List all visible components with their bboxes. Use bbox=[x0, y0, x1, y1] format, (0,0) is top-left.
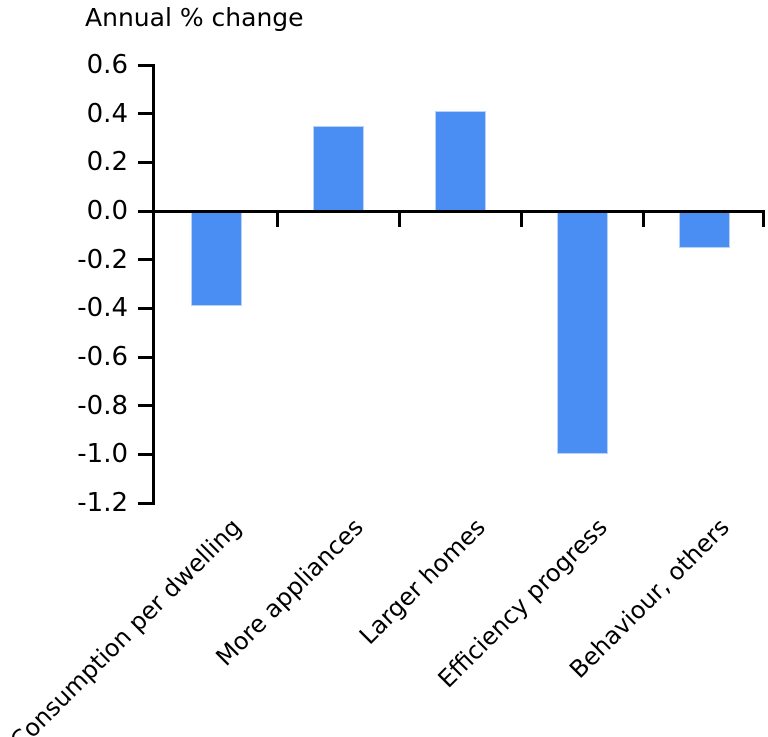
y-tick-mark bbox=[138, 112, 154, 116]
y-tick-mark bbox=[138, 501, 154, 505]
y-axis-line bbox=[152, 63, 155, 505]
bar-larger-homes bbox=[434, 111, 486, 211]
bar-consumption-per-dwelling bbox=[190, 211, 242, 306]
y-tick-label: 0.6 bbox=[86, 50, 128, 80]
y-tick-mark bbox=[138, 209, 154, 213]
y-tick-mark bbox=[138, 258, 154, 262]
y-tick-label: -0.4 bbox=[77, 293, 128, 324]
y-tick-mark bbox=[138, 404, 154, 408]
bar-more-appliances bbox=[312, 125, 364, 211]
chart-title: Annual % change bbox=[85, 3, 304, 32]
bar-efficiency-progress bbox=[556, 211, 608, 455]
bar-behaviour-others bbox=[678, 211, 730, 248]
plot-area: 0.6 0.4 0.2 0.0 -0.2 -0.4 -0.6 -0.8 -1.0 -1.2 Cons… bbox=[5, 50, 765, 737]
y-tick-label: -0.8 bbox=[77, 390, 128, 421]
x-tick-mark bbox=[641, 209, 645, 227]
y-tick-label: 0.0 bbox=[86, 196, 128, 226]
y-tick-label: -1.0 bbox=[77, 439, 128, 470]
y-tick-mark bbox=[138, 355, 154, 359]
x-tick-mark bbox=[397, 209, 401, 227]
x-tick-mark bbox=[275, 209, 279, 227]
y-tick-label: -0.6 bbox=[77, 342, 128, 372]
y-tick-mark bbox=[138, 160, 154, 164]
x-axis-end-tick bbox=[762, 209, 765, 227]
x-tick-mark bbox=[519, 209, 523, 227]
y-tick-label: -0.2 bbox=[77, 244, 128, 275]
x-axis-zero-line bbox=[152, 209, 765, 213]
y-tick-mark bbox=[138, 452, 154, 456]
y-tick-mark bbox=[138, 306, 154, 310]
x-category-label-consumption-per-dwelling: Consumption per dwelling bbox=[4, 513, 247, 737]
y-tick-label: 0.2 bbox=[86, 147, 128, 178]
y-tick-label: 0.4 bbox=[86, 98, 128, 129]
y-tick-mark bbox=[138, 63, 154, 67]
y-tick-label: -1.2 bbox=[77, 488, 128, 518]
